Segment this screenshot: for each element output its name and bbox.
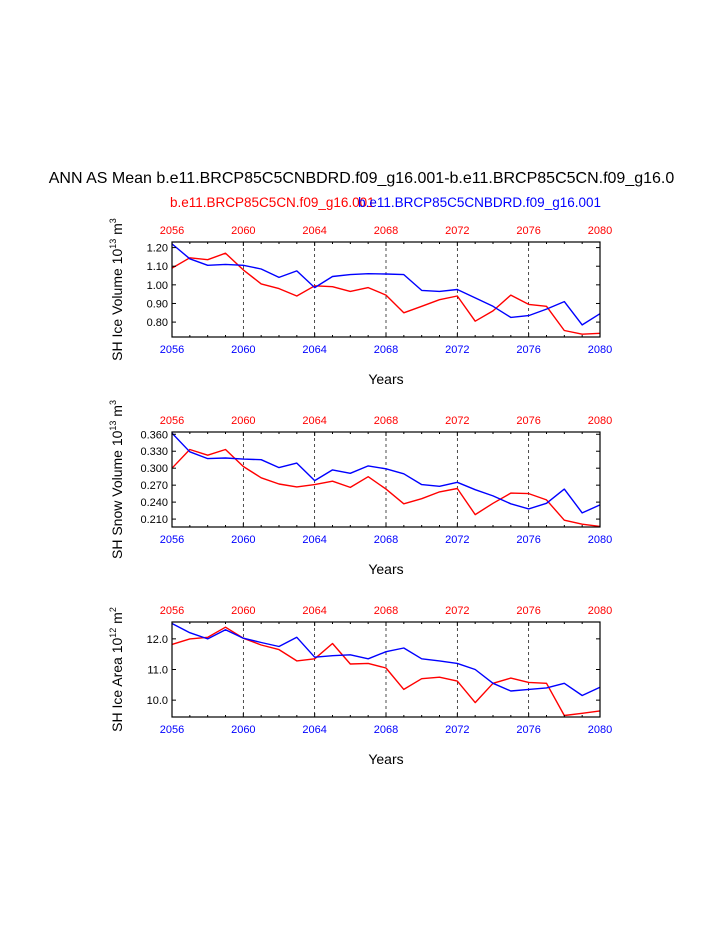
x-tick-label-top: 2056 — [160, 605, 184, 617]
x-tick-label-bottom: 2068 — [374, 724, 398, 736]
x-tick-label-top: 2080 — [588, 225, 612, 237]
x-tick-label-top: 2072 — [445, 415, 469, 427]
legend-case-red: b.e11.BRCP85C5CN.f09_g16.001 — [170, 195, 375, 210]
x-tick-label-bottom: 2060 — [231, 344, 255, 356]
y-tick-label: 0.90 — [147, 298, 168, 310]
y-tick-label: 11.0 — [147, 665, 168, 677]
y-axis-label: SH Snow Volume 1013 m3 — [108, 400, 125, 559]
x-tick-label-top: 2068 — [374, 225, 398, 237]
y-axis-label: SH Ice Area 1012 m2 — [108, 607, 125, 732]
x-tick-label-bottom: 2072 — [445, 724, 469, 736]
x-tick-label-top: 2076 — [516, 415, 540, 427]
legend-case-blue: b.e11.BRCP85C5CNBDRD.f09_g16.001 — [358, 195, 601, 210]
panels: 2056 2056 2060 2060 2064 2064 2068 2068 2072 2072… — [108, 218, 612, 767]
x-tick-label-top: 2068 — [374, 605, 398, 617]
y-tick-label: 12.0 — [147, 634, 168, 646]
x-tick-label-bottom: 2056 — [160, 534, 184, 546]
x-tick-label-bottom: 2080 — [588, 724, 612, 736]
x-tick-label-top: 2072 — [445, 225, 469, 237]
x-tick-label-top: 2072 — [445, 605, 469, 617]
x-tick-label-bottom: 2060 — [231, 534, 255, 546]
x-tick-label-top: 2080 — [588, 415, 612, 427]
y-tick-label: 1.20 — [147, 243, 168, 255]
series-line-red — [171, 252, 601, 335]
chart-panel-1: 2056 2056 2060 2060 2064 2064 2068 2068 2072 2072… — [108, 218, 612, 387]
x-tick-label-bottom: 2076 — [516, 344, 540, 356]
series-line-blue — [171, 243, 601, 326]
x-tick-label-top: 2060 — [231, 225, 255, 237]
x-tick-label-top: 2064 — [302, 225, 326, 237]
x-tick-label-top: 2080 — [588, 605, 612, 617]
x-tick-label-bottom: 2056 — [160, 724, 184, 736]
y-tick-label: 10.0 — [147, 695, 168, 707]
x-tick-label-top: 2060 — [231, 415, 255, 427]
x-tick-label-bottom: 2080 — [588, 344, 612, 356]
x-tick-label-top: 2060 — [231, 605, 255, 617]
y-tick-label: 0.80 — [147, 317, 168, 329]
y-tick-label: 0.330 — [140, 446, 168, 458]
x-tick-label-top: 2076 — [516, 605, 540, 617]
x-tick-label-bottom: 2080 — [588, 534, 612, 546]
x-tick-label-bottom: 2068 — [374, 344, 398, 356]
x-tick-label-bottom: 2064 — [302, 344, 326, 356]
x-tick-label-bottom: 2064 — [302, 534, 326, 546]
x-tick-label-bottom: 2072 — [445, 344, 469, 356]
x-axis-label: Years — [368, 371, 403, 387]
y-tick-label: 0.300 — [140, 463, 168, 475]
x-tick-label-bottom: 2076 — [516, 534, 540, 546]
chart-title: ANN AS Mean b.e11.BRCP85C5CNBDRD.f09_g16… — [49, 170, 675, 187]
y-tick-label: 0.240 — [140, 497, 168, 509]
series-line-red — [171, 448, 601, 528]
x-tick-label-bottom: 2060 — [231, 724, 255, 736]
x-tick-label-bottom: 2064 — [302, 724, 326, 736]
y-axis-label: SH Ice Volume 1013 m3 — [108, 218, 125, 361]
x-tick-label-top: 2064 — [302, 415, 326, 427]
series-line-blue — [171, 432, 601, 514]
x-tick-label-bottom: 2072 — [445, 534, 469, 546]
chart-panel-2: 2056 2056 2060 2060 2064 2064 2068 2068 2072 2072… — [108, 400, 612, 577]
x-tick-label-bottom: 2056 — [160, 344, 184, 356]
x-tick-label-bottom: 2068 — [374, 534, 398, 546]
y-tick-label: 1.00 — [147, 280, 168, 292]
x-tick-label-top: 2056 — [160, 225, 184, 237]
x-axis-label: Years — [368, 751, 403, 767]
y-tick-label: 1.10 — [147, 261, 168, 273]
y-tick-label: 0.270 — [140, 480, 168, 492]
y-tick-label: 0.360 — [140, 429, 168, 441]
x-tick-label-top: 2068 — [374, 415, 398, 427]
x-tick-label-top: 2076 — [516, 225, 540, 237]
y-tick-label: 0.210 — [140, 514, 168, 526]
chart-header: ANN AS Mean b.e11.BRCP85C5CNBDRD.f09_g16… — [49, 170, 675, 210]
x-axis-label: Years — [368, 561, 403, 577]
x-tick-label-top: 2064 — [302, 605, 326, 617]
series-line-blue — [171, 622, 601, 697]
chart-panel-3: 2056 2056 2060 2060 2064 2064 2068 2068 2072 2072… — [108, 605, 612, 767]
x-tick-label-top: 2056 — [160, 415, 184, 427]
x-tick-label-bottom: 2076 — [516, 724, 540, 736]
